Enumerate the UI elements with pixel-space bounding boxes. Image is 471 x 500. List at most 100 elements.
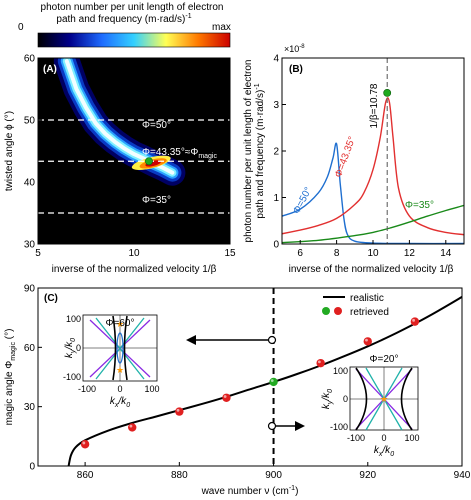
panel-c-retrieved-points [80, 317, 420, 449]
panel-c: (C) realistic retrieved [4, 284, 471, 498]
inset-left-xtick-3: 100 [144, 384, 159, 394]
legend-realistic-label: realistic [350, 293, 384, 304]
inset-right-title: Φ=20° [370, 354, 399, 365]
inset-right-y-label: ky/k0 [321, 389, 334, 409]
panel-a-axes: 5 10 15 30 40 50 60 [24, 54, 236, 260]
retrieved-point-4 [269, 377, 278, 387]
inset-right-ytick-3: -100 [330, 422, 348, 432]
open-circle-lower [267, 421, 277, 431]
panel-c-y-axis-label: magic angle Φmagic (°) [4, 329, 17, 426]
colorbar-min-label: 0 [18, 22, 24, 33]
panel-a-ytick-label-0: 30 [24, 240, 36, 251]
inset-left: ★ ★ Φ=60° -100 0 100 100 0 -100 kx/k0 ky… [63, 314, 160, 409]
retrieved-point-shine-2 [176, 408, 180, 412]
retrieved-point-5 [316, 358, 325, 368]
panel-c-xtick-label-2: 900 [265, 470, 282, 481]
inset-left-ytick-1: 100 [66, 314, 81, 324]
panel-b-xtick-label-2: 10 [367, 248, 379, 259]
panel-a-ytick-label-2: 50 [24, 116, 36, 127]
panel-b-ytick-label-4: 4 [273, 54, 279, 65]
inset-right: ★ Φ=20° -100 0 100 100 0 -100 kx/k0 ky/k… [321, 354, 420, 458]
inset-left-cyan-line-b [95, 317, 145, 380]
panel-b: 1/β=10.78 Φ=50° Φ=43.35° Φ=35° (B) 6 8 10 1… [243, 44, 465, 275]
panel-a-reference-lines [38, 119, 230, 214]
legend-retrieved-label: retrieved [350, 307, 389, 318]
inset-left-xtick-1: -100 [78, 384, 96, 394]
panel-b-xtick-label-1: 8 [334, 248, 340, 259]
panel-b-ytick-label-3: 3 [273, 100, 279, 111]
retrieved-point-0 [80, 440, 90, 449]
inset-left-y-label: ky/k0 [64, 338, 77, 358]
arrow-right-head [295, 421, 305, 431]
panel-c-realistic-curve [67, 296, 462, 466]
inset-right-x-label: kx/k0 [374, 445, 394, 458]
panel-b-background [282, 58, 464, 244]
panel-c-frame [37, 287, 463, 467]
inset-left-hyperbola [112, 315, 128, 381]
inset-left-ellipse [116, 332, 124, 364]
retrieved-point-1 [128, 423, 137, 432]
panel-a: (A) Φ=50° Φ=43.35°≈Φmagic Φ=35° 5 10 15 30 4… [4, 54, 236, 276]
panel-a-heat-ridge [53, 58, 186, 186]
arrow-left-head [186, 335, 196, 345]
panel-b-magic-marker [383, 88, 392, 97]
panel-a-line-label-magic: Φ=43.35°≈Φmagic [142, 147, 217, 160]
panel-a-ytick-label-3: 60 [24, 54, 36, 65]
panel-b-xtick-label-0: 6 [297, 248, 303, 259]
panel-b-ytick-label-2: 2 [273, 147, 279, 158]
retrieved-point-shine-0 [82, 441, 86, 445]
panel-b-series-line-2 [282, 204, 464, 244]
inset-right-xtick-3: 100 [404, 433, 419, 443]
inset-right-ytick-2: 0 [343, 394, 348, 404]
panel-c-x-axis-label: wave number ν (cm-1) [201, 485, 299, 497]
panel-c-ytick-label-1: 30 [24, 402, 36, 413]
inset-left-xtick-2: 0 [117, 384, 122, 394]
panel-a-ytick-label-1: 40 [24, 178, 36, 189]
retrieved-point-2 [175, 407, 184, 416]
inset-right-hyperbola [355, 367, 413, 431]
open-circle-upper [267, 335, 277, 345]
panel-a-y-axis-label: twisted angle ϕ (°) [4, 111, 15, 191]
retrieved-point-shine-5 [317, 360, 321, 364]
colorbar-gradient [37, 32, 231, 48]
panel-c-label: (C) [44, 293, 58, 304]
colorbar-title-line1: photon number per unit length of electro… [41, 2, 224, 13]
inset-left-star-top: ★ [116, 319, 124, 329]
retrieved-point-shine-3 [223, 395, 227, 398]
retrieved-point-6 [363, 337, 372, 346]
panel-b-label: (B) [289, 64, 303, 75]
inset-right-cyan-line-b [365, 367, 403, 431]
panel-c-legend: realistic retrieved [322, 293, 389, 318]
panel-a-line-label-50: Φ=50° [142, 120, 171, 131]
inset-right-ytick-1: 100 [333, 366, 348, 376]
panel-c-ytick-label-2: 60 [24, 343, 36, 354]
panel-a-xtick-label-0: 5 [35, 248, 41, 259]
panel-c-xtick-label-0: 860 [77, 470, 94, 481]
panel-b-xtick-label-3: 12 [404, 248, 416, 259]
panel-a-line-label-35: Φ=35° [142, 195, 171, 206]
panel-a-xtick-label-1: 10 [128, 248, 140, 259]
panel-a-xtick-label-2: 15 [224, 248, 236, 259]
retrieved-point-7 [410, 317, 420, 326]
panel-c-ytick-label-3: 90 [24, 284, 36, 295]
panel-c-xtick-label-4: 940 [454, 470, 471, 481]
panel-b-vline-label: 1/β=10.78 [369, 83, 380, 128]
panel-b-series-label-35: Φ=35° [405, 200, 434, 211]
retrieved-point-shine-1 [129, 424, 133, 428]
panel-b-x-axis-label: inverse of the normalized velocity 1/β [289, 264, 454, 275]
panel-b-ytick-label-0: 0 [273, 240, 279, 251]
panel-c-xtick-label-1: 880 [171, 470, 188, 481]
panel-b-xtick-label-4: 14 [440, 248, 452, 259]
retrieved-point-3 [222, 393, 231, 402]
inset-left-ytick-3: -100 [63, 372, 81, 382]
panel-b-series-line-1 [282, 97, 464, 236]
panel-b-multiplier: ×10-8 [284, 44, 305, 54]
retrieved-point-shine-6 [365, 338, 368, 342]
inset-left-ytick-2: 0 [76, 343, 81, 353]
panel-b-y-axis-label-line1: photon number per unit length of electro… [243, 60, 254, 243]
panel-c-ytick-label-0: 0 [29, 462, 35, 473]
colorbar-max-label: max [212, 22, 231, 33]
panel-a-label: (A) [43, 64, 57, 75]
